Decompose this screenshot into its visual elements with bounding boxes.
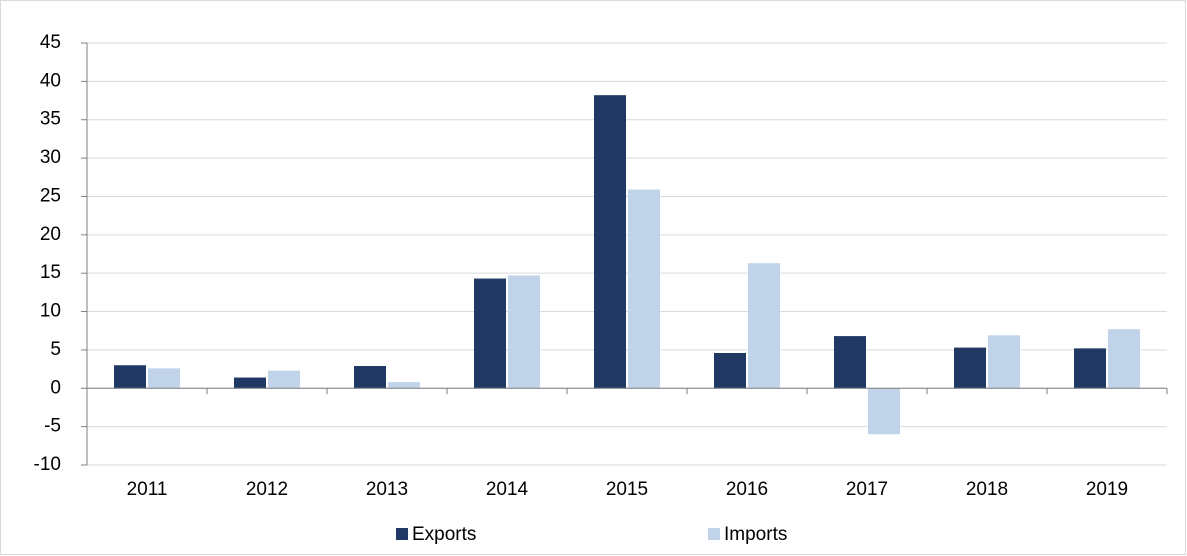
- y-tick-label: 25: [40, 185, 61, 206]
- y-tick-label: 40: [40, 70, 61, 91]
- legend-swatch: [708, 528, 720, 540]
- y-tick-label: 15: [40, 262, 61, 283]
- legend-label: Imports: [724, 524, 787, 545]
- x-tick-label: 2012: [246, 479, 288, 500]
- y-tick-label: 45: [40, 32, 61, 53]
- x-tick-label: 2016: [726, 479, 768, 500]
- y-tick-label: 20: [40, 224, 61, 245]
- legend-label: Exports: [412, 524, 476, 545]
- x-tick-label: 2019: [1086, 479, 1128, 500]
- y-tick-label: 35: [40, 109, 61, 130]
- bar: [474, 278, 506, 389]
- bar: [748, 263, 780, 389]
- bar: [868, 388, 900, 435]
- bar: [594, 95, 626, 389]
- bar: [628, 189, 660, 389]
- bar: [714, 352, 746, 389]
- x-tick-label: 2015: [606, 479, 648, 500]
- bar: [268, 370, 300, 389]
- bar: [1108, 329, 1140, 389]
- y-tick-label: 0: [50, 377, 61, 398]
- bar: [234, 377, 266, 389]
- bar: [1074, 348, 1106, 389]
- bar: [114, 365, 146, 389]
- bar: [388, 382, 420, 389]
- y-tick-label: 30: [40, 147, 61, 168]
- legend-swatch: [396, 528, 408, 540]
- y-tick-label: -10: [34, 454, 61, 475]
- x-tick-label: 2013: [366, 479, 408, 500]
- x-tick-label: 2017: [846, 479, 888, 500]
- y-tick-label: 5: [50, 339, 61, 360]
- x-tick-label: 2018: [966, 479, 1008, 500]
- bar: [988, 335, 1020, 389]
- y-tick-label: 10: [40, 301, 61, 322]
- bar: [148, 368, 180, 389]
- x-tick-label: 2014: [486, 479, 529, 500]
- x-tick-label: 2011: [127, 479, 168, 500]
- bar: [508, 275, 540, 389]
- bar: [834, 336, 866, 389]
- bar: [954, 347, 986, 389]
- y-tick-label: -5: [44, 416, 61, 437]
- bar: [354, 366, 386, 389]
